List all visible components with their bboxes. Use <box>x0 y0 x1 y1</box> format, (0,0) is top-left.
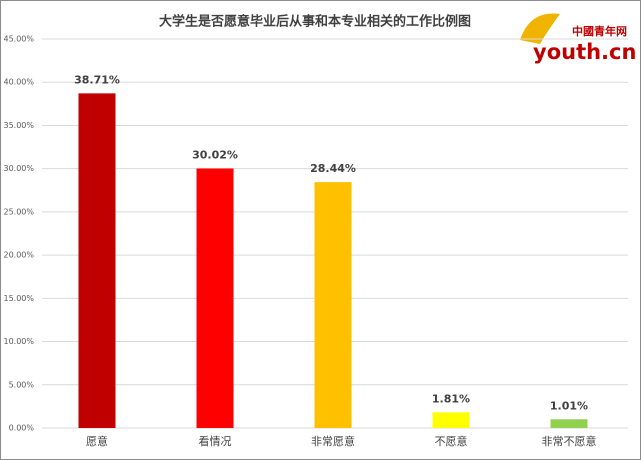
bar <box>432 412 470 428</box>
x-tick-label: 非常不愿意 <box>542 434 597 448</box>
logo-top: 中國青年网 <box>572 24 627 38</box>
y-tick-label: 10.00% <box>3 337 34 346</box>
bar <box>78 93 116 428</box>
y-tick-label: 45.00% <box>3 35 34 44</box>
chart-title: 大学生是否愿意毕业后从事和本专业相关的工作比例图 <box>159 14 471 30</box>
x-tick-label: 非常愿意 <box>311 434 355 448</box>
bar <box>550 419 588 428</box>
y-tick-label: 0.00% <box>9 424 35 433</box>
y-tick-label: 5.00% <box>9 380 35 389</box>
bar <box>196 168 234 428</box>
value-label: 30.02% <box>192 148 238 161</box>
y-tick-label: 15.00% <box>3 294 34 303</box>
x-tick-label: 看情况 <box>199 434 232 448</box>
value-label: 38.71% <box>74 73 120 86</box>
y-tick-label: 35.00% <box>3 121 34 130</box>
x-tick-label: 不愿意 <box>435 434 468 448</box>
value-label: 1.81% <box>432 392 470 405</box>
value-label: 28.44% <box>310 162 356 175</box>
y-tick-label: 25.00% <box>3 207 34 216</box>
logo-leaf <box>520 13 560 44</box>
x-tick-label: 愿意 <box>86 434 108 448</box>
logo-main: youth.cn <box>533 40 636 64</box>
bar <box>314 182 352 428</box>
y-tick-label: 20.00% <box>3 251 34 260</box>
y-tick-label: 30.00% <box>3 164 34 173</box>
value-label: 1.01% <box>550 399 588 412</box>
y-tick-label: 40.00% <box>3 78 34 87</box>
